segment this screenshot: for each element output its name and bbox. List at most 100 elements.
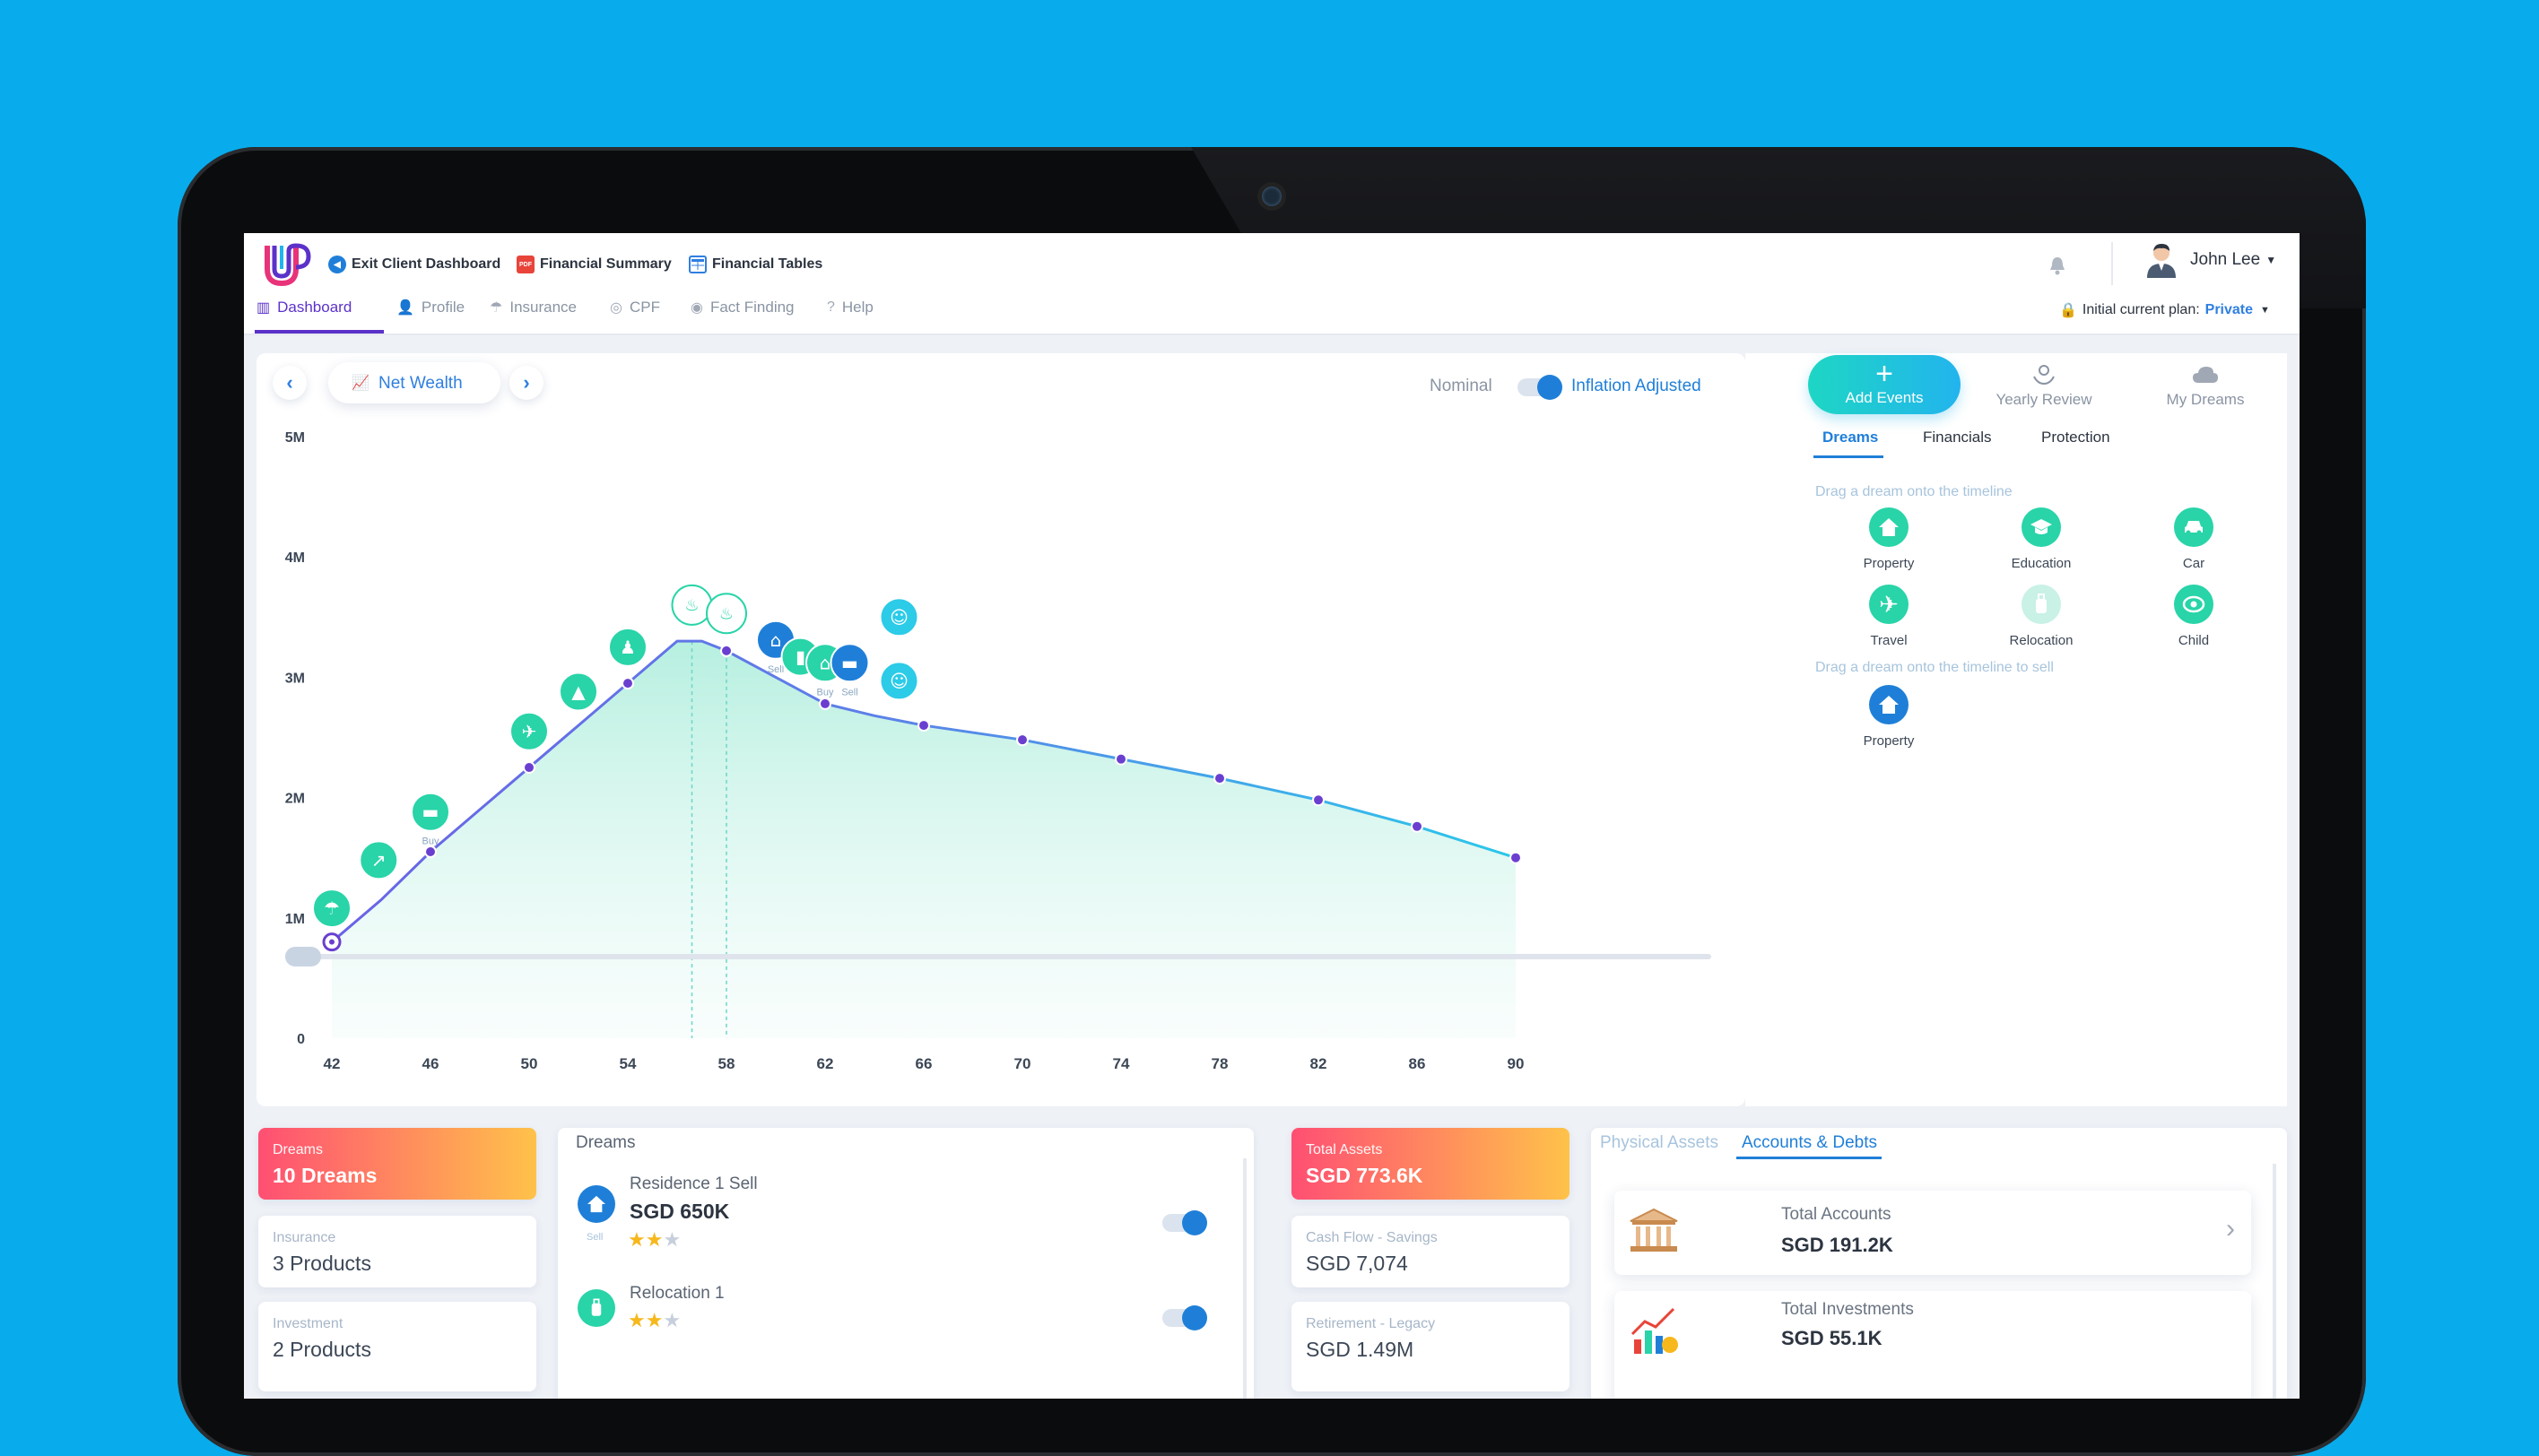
nav-profile-label: Profile bbox=[421, 299, 465, 316]
total-accounts-item[interactable]: Total Accounts SGD 191.2K › bbox=[1614, 1191, 2251, 1275]
cloud-icon bbox=[2192, 366, 2219, 386]
data-point bbox=[1213, 772, 1226, 785]
education-event-icon-glyph: ▲ bbox=[571, 681, 586, 703]
net-wealth-chart[interactable]: 0 1M 2M 3M 4M 5M 42 46 50 54 58 62 66 70 74 78 82 86 90 ☂ ↗ ▬… bbox=[244, 233, 1751, 1094]
retirement-event-icon-glyph: ♨ bbox=[684, 596, 699, 615]
total-investments-item[interactable]: Total Investments SGD 55.1K bbox=[1614, 1291, 2251, 1399]
x-tick-label: 70 bbox=[1014, 1055, 1031, 1072]
user-menu[interactable]: John Lee ▼ bbox=[2145, 242, 2276, 278]
car-sell-event-icon-glyph: ▬ bbox=[841, 652, 858, 673]
nav-active-underline bbox=[255, 330, 384, 334]
dream-row-amount: SGD 650K bbox=[630, 1200, 730, 1223]
dream-travel[interactable]: ✈ Travel bbox=[1835, 585, 1943, 648]
child-event-icon-glyph: ☺ bbox=[890, 670, 909, 691]
exit-client-dashboard-link[interactable]: ◀ Exit Client Dashboard bbox=[328, 253, 500, 276]
inflation-adjusted-label: Inflation Adjusted bbox=[1571, 377, 1701, 395]
dream-property[interactable]: Property bbox=[1835, 507, 1943, 571]
x-tick-label: 62 bbox=[817, 1055, 834, 1072]
sell-dream-property-label: Property bbox=[1863, 733, 1915, 749]
investment-summary-value: 2 Products bbox=[273, 1338, 371, 1361]
financial-summary-link[interactable]: PDF Financial Summary bbox=[517, 253, 672, 276]
y-tick-label: 5M bbox=[285, 430, 305, 446]
nav-cpf[interactable]: ◎ CPF bbox=[610, 294, 660, 321]
retirement-value: SGD 1.49M bbox=[1306, 1338, 1414, 1361]
total-accounts-value: SGD 191.2K bbox=[1781, 1234, 1893, 1256]
nav-dashboard[interactable]: ▥ Dashboard bbox=[257, 294, 352, 321]
nav-fact-finding[interactable]: ◉ Fact Finding bbox=[691, 294, 795, 321]
car-icon bbox=[2174, 507, 2213, 547]
retirement-card[interactable]: Retirement - Legacy SGD 1.49M bbox=[1291, 1302, 1569, 1391]
umbrella-event-icon bbox=[312, 888, 352, 929]
car-event-icon bbox=[411, 792, 450, 832]
cash-flow-label: Cash Flow - Savings bbox=[1306, 1230, 1438, 1245]
x-tick-label: 74 bbox=[1113, 1055, 1130, 1072]
financial-tables-link[interactable]: Financial Tables bbox=[689, 253, 822, 276]
dream-child[interactable]: Child bbox=[2140, 585, 2248, 648]
subtab-protection[interactable]: Protection bbox=[2041, 429, 2110, 446]
search-icon: ◉ bbox=[691, 300, 703, 316]
child-event-icon bbox=[879, 661, 919, 701]
nav-profile[interactable]: 👤 Profile bbox=[396, 294, 465, 321]
airplane-icon: ✈ bbox=[1869, 585, 1909, 624]
x-tick-label: 58 bbox=[718, 1055, 735, 1072]
total-assets-card[interactable]: Total Assets SGD 773.6K bbox=[1291, 1128, 1569, 1200]
investment-summary-card[interactable]: Investment 2 Products bbox=[258, 1302, 536, 1391]
cash-flow-card[interactable]: Cash Flow - Savings SGD 7,074 bbox=[1291, 1216, 1569, 1287]
plan-selector[interactable]: 🔒 Initial current plan: Private ▼ bbox=[2059, 301, 2270, 319]
subtab-financials[interactable]: Financials bbox=[1923, 429, 1992, 446]
dreams-list-scrollbar[interactable] bbox=[1243, 1158, 1247, 1399]
house-icon bbox=[1869, 507, 1909, 547]
exit-client-dashboard-label: Exit Client Dashboard bbox=[352, 256, 501, 272]
add-events-button[interactable]: + Add Events bbox=[1808, 355, 1961, 414]
data-point bbox=[1016, 733, 1029, 747]
nav-insurance[interactable]: ☂ Insurance bbox=[490, 294, 577, 321]
insurance-summary-value: 3 Products bbox=[273, 1252, 371, 1275]
retirement-label: Retirement - Legacy bbox=[1306, 1316, 1436, 1331]
accounts-scrollbar[interactable] bbox=[2273, 1164, 2276, 1399]
my-dreams-tab[interactable]: My Dreams bbox=[2138, 367, 2273, 409]
relocation-event-icon-glyph: ▮ bbox=[796, 646, 805, 668]
insurance-summary-card[interactable]: Insurance 3 Products bbox=[258, 1216, 536, 1287]
add-events-label: Add Events bbox=[1845, 389, 1924, 406]
chart-prev-button[interactable]: ‹ bbox=[273, 366, 307, 400]
dream-relocation[interactable]: Relocation bbox=[1987, 585, 2095, 648]
dream-row-tag: Sell bbox=[587, 1232, 604, 1243]
dream-row-toggle[interactable] bbox=[1162, 1210, 1207, 1235]
yearly-review-tab[interactable]: Yearly Review bbox=[1977, 365, 2111, 409]
umbrella-icon: ☂ bbox=[490, 300, 503, 316]
travel-event-icon bbox=[509, 711, 549, 751]
chart-next-button[interactable]: › bbox=[509, 366, 543, 400]
luggage-icon bbox=[2022, 585, 2061, 624]
subtab-active-underline bbox=[1813, 455, 1883, 458]
my-dreams-label: My Dreams bbox=[2166, 391, 2245, 408]
data-point bbox=[720, 644, 733, 657]
dreams-list-title: Dreams bbox=[576, 1133, 636, 1152]
dream-relocation-label: Relocation bbox=[2009, 633, 2074, 648]
subtab-dreams[interactable]: Dreams bbox=[1822, 429, 1879, 446]
drag-hint-buy: Drag a dream onto the timeline bbox=[1815, 484, 2013, 499]
header-divider bbox=[2111, 242, 2113, 285]
house-sell-event-icon-glyph: ⌂ bbox=[770, 629, 782, 651]
tab-accounts-debts[interactable]: Accounts & Debts bbox=[1742, 1133, 1878, 1152]
dreams-summary-card[interactable]: Dreams 10 Dreams bbox=[258, 1128, 536, 1200]
timeline-scroll-handle-start[interactable] bbox=[285, 947, 321, 966]
dream-row-name: Relocation 1 bbox=[630, 1284, 725, 1303]
x-tick-label: 78 bbox=[1212, 1055, 1229, 1072]
line-chart-icon: 📈 bbox=[352, 376, 370, 391]
bell-icon[interactable] bbox=[2047, 255, 2068, 276]
timeline-scroll-track[interactable] bbox=[285, 954, 1711, 959]
nav-help[interactable]: ? Help bbox=[827, 294, 874, 321]
dream-education-label: Education bbox=[2011, 556, 2072, 571]
dream-row-toggle[interactable] bbox=[1162, 1305, 1207, 1330]
investment-event-icon-glyph: ↗ bbox=[371, 849, 387, 871]
dream-car[interactable]: Car bbox=[2140, 507, 2248, 571]
chart-metric-selector[interactable]: 📈 Net Wealth bbox=[328, 362, 500, 403]
sell-dream-property[interactable]: Property bbox=[1835, 685, 1943, 749]
data-point bbox=[917, 719, 930, 732]
x-tick-label: 42 bbox=[324, 1055, 341, 1072]
investment-event-icon bbox=[359, 840, 399, 880]
inflation-toggle[interactable] bbox=[1517, 375, 1562, 400]
car-event-icon-label: Buy bbox=[422, 836, 439, 847]
tab-physical-assets[interactable]: Physical Assets bbox=[1600, 1133, 1718, 1152]
dream-education[interactable]: Education bbox=[1987, 507, 2095, 571]
